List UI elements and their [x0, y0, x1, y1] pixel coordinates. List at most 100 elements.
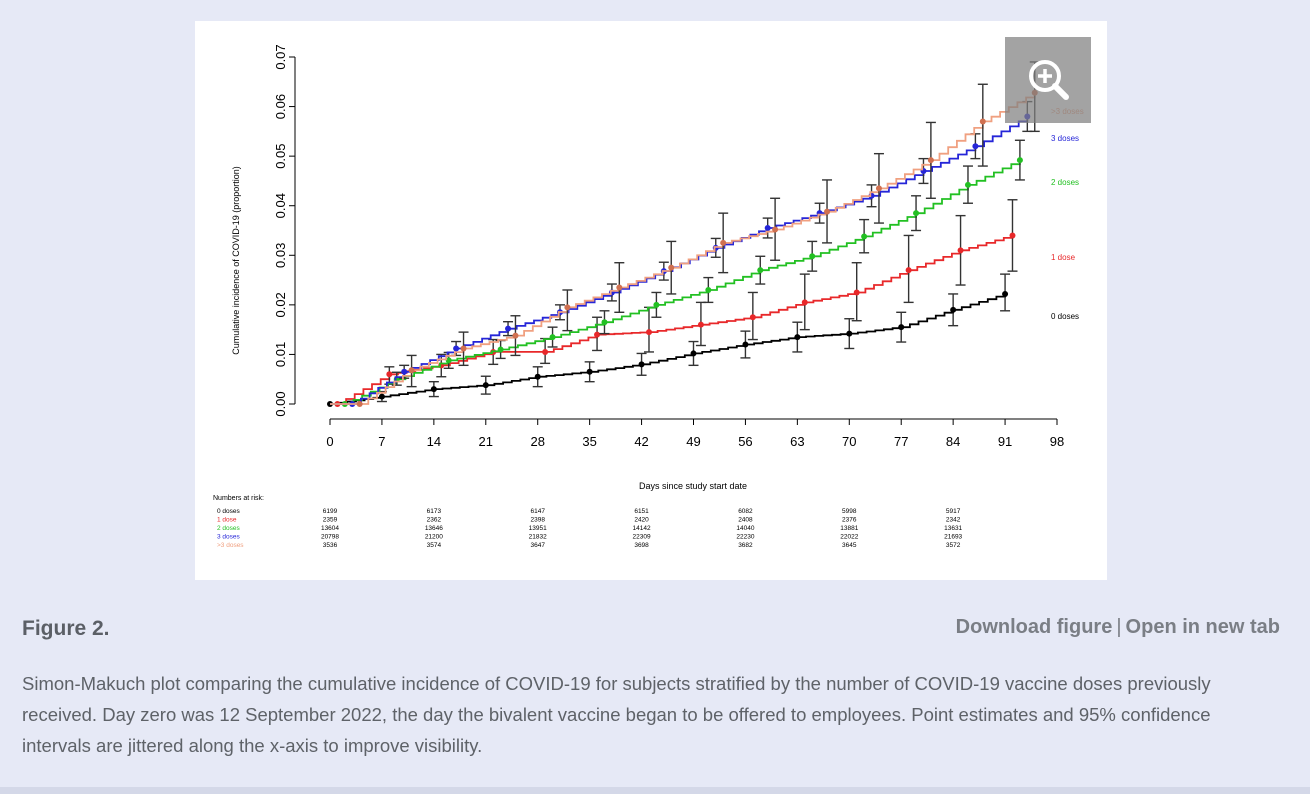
series-line-3: [330, 116, 1029, 405]
risk-table-cell: 13604: [321, 525, 339, 532]
legend-label: 1 dose: [1051, 253, 1076, 262]
y-tick-label: 0.04: [273, 193, 288, 218]
data-point: [401, 368, 408, 375]
risk-table-cell: 6082: [738, 508, 753, 515]
y-tick-label: 0.02: [273, 292, 288, 317]
x-tick-label: 7: [378, 434, 385, 449]
risk-table-cell: 2376: [842, 517, 857, 524]
data-point: [690, 350, 697, 357]
risk-table-title: Numbers at risk:: [213, 495, 264, 502]
figure-links: Download figure | Open in new tab: [956, 616, 1280, 639]
data-point: [809, 253, 816, 260]
x-tick-label: 56: [738, 434, 752, 449]
data-point: [512, 332, 519, 339]
risk-table-group-label: 2 doses: [217, 525, 241, 532]
data-point: [720, 239, 727, 246]
data-point: [757, 267, 764, 274]
series-line-4: [330, 92, 1036, 405]
data-point: [1002, 290, 1009, 297]
data-point: [875, 185, 882, 192]
data-point: [749, 314, 756, 321]
risk-table-group-label: >3 doses: [217, 542, 244, 549]
x-tick-label: 0: [326, 434, 333, 449]
x-tick-label: 28: [530, 434, 544, 449]
figure-title: Figure 2.: [22, 617, 110, 640]
divider: [0, 787, 1310, 794]
risk-table-cell: 3698: [634, 542, 649, 549]
risk-table-cell: 13631: [944, 525, 962, 532]
data-point: [378, 393, 385, 400]
open-in-new-tab-link[interactable]: Open in new tab: [1125, 616, 1280, 638]
data-point: [505, 325, 512, 332]
data-point: [764, 225, 771, 232]
x-tick-label: 77: [894, 434, 908, 449]
risk-table-group-label: 1 dose: [217, 517, 237, 524]
data-point: [460, 345, 467, 352]
y-tick-label: 0.05: [273, 143, 288, 168]
x-tick-label: 91: [998, 434, 1012, 449]
risk-table-cell: 6147: [530, 508, 545, 515]
data-point: [861, 233, 868, 240]
data-point: [742, 341, 749, 348]
zoom-button[interactable]: [1005, 37, 1091, 123]
risk-table-cell: 2398: [530, 517, 545, 524]
data-point: [386, 371, 393, 378]
risk-table-cell: 3682: [738, 542, 753, 549]
series-line-2: [330, 160, 1021, 405]
y-tick-label: 0.00: [273, 391, 288, 416]
risk-table-cell: 6173: [427, 508, 442, 515]
data-point: [846, 330, 853, 337]
risk-table-cell: 13881: [840, 525, 858, 532]
risk-table-cell: 6199: [323, 508, 338, 515]
simon-makuch-plot: 0.00 0.01 0.02 0.03 0.04 0.05 0.06 0.07 Cumulati…: [213, 44, 1084, 549]
data-point: [594, 331, 601, 338]
data-point: [542, 348, 549, 355]
x-tick-label: 63: [790, 434, 804, 449]
data-point: [898, 324, 905, 331]
download-figure-link[interactable]: Download figure: [955, 616, 1113, 638]
data-point: [549, 334, 556, 341]
x-tick-label: 42: [634, 434, 648, 449]
y-tick-label: 0.07: [273, 44, 288, 69]
y-axis-label: Cumulative incidence of COVID-19 (propor…: [231, 166, 241, 355]
data-point: [497, 346, 504, 353]
risk-table-cell: 13646: [425, 525, 443, 532]
risk-table-cell: 6151: [634, 508, 649, 515]
data-point: [697, 321, 704, 328]
risk-table-cell: 2420: [634, 517, 649, 524]
x-tick-label: 35: [582, 434, 596, 449]
risk-table-cell: 22309: [633, 534, 651, 541]
y-tick-label: 0.01: [273, 342, 288, 367]
data-point: [564, 304, 571, 311]
data-point: [356, 401, 363, 407]
legend-label: 3 doses: [1051, 134, 1079, 143]
data-point: [638, 361, 645, 368]
series-line-0: [330, 294, 1006, 405]
data-point: [705, 286, 712, 293]
data-point: [1016, 157, 1023, 164]
risk-table-cell: 21693: [944, 534, 962, 541]
data-point: [1009, 232, 1016, 239]
risk-table-cell: 2342: [946, 517, 961, 524]
y-tick-label: 0.03: [273, 243, 288, 268]
data-point: [905, 267, 912, 274]
risk-table-cell: 21832: [529, 534, 547, 541]
data-point: [972, 143, 979, 150]
figure-caption: Simon-Makuch plot comparing the cumulati…: [22, 673, 1211, 756]
risk-table-cell: 3647: [530, 542, 545, 549]
data-point: [801, 299, 808, 306]
zoom-in-icon: [1029, 60, 1069, 100]
risk-table-cell: 14040: [736, 525, 754, 532]
data-point: [653, 301, 660, 308]
risk-table-cell: 3645: [842, 542, 857, 549]
figure-image[interactable]: 0.00 0.01 0.02 0.03 0.04 0.05 0.06 0.07 Cumulati…: [195, 21, 1107, 580]
data-point: [772, 226, 779, 233]
data-point: [408, 367, 415, 374]
data-point: [853, 289, 860, 296]
data-point: [645, 329, 652, 336]
risk-table-cell: 22022: [840, 534, 858, 541]
risk-table-cell: 3574: [427, 542, 442, 549]
data-point: [534, 373, 541, 380]
risk-table-cell: 2408: [738, 517, 753, 524]
risk-table-group-label: 0 doses: [217, 508, 241, 515]
